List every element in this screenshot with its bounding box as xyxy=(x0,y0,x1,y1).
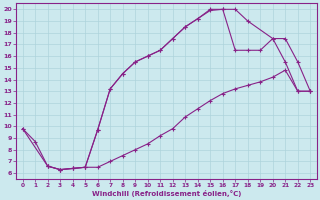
X-axis label: Windchill (Refroidissement éolien,°C): Windchill (Refroidissement éolien,°C) xyxy=(92,190,241,197)
